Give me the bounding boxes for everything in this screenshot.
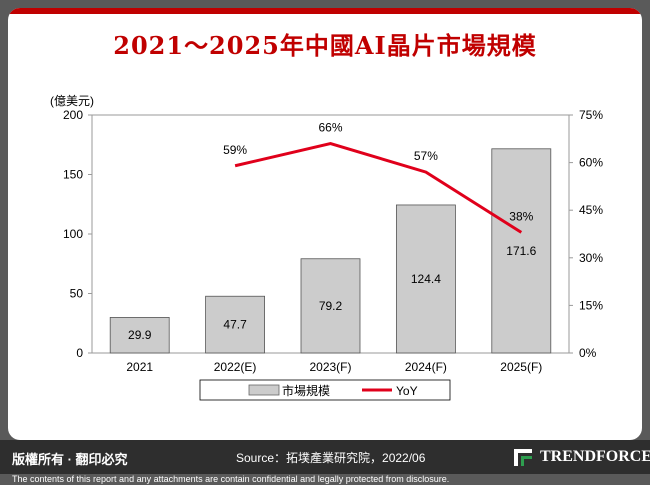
bar xyxy=(205,295,266,354)
yoy-value-label: 59% xyxy=(223,143,247,157)
y2-tick-label: 0% xyxy=(579,346,597,360)
logo-text: TRENDFORCE xyxy=(540,448,650,465)
legend-bar-swatch xyxy=(248,384,280,396)
y-tick-label: 100 xyxy=(63,227,83,241)
bar xyxy=(300,258,361,354)
x-tick-label: 2022(E) xyxy=(214,360,257,374)
yoy-value-label: 66% xyxy=(318,121,342,135)
y2-tick-label: 75% xyxy=(579,108,603,122)
bar-value-label: 47.7 xyxy=(223,318,247,332)
x-tick-label: 2024(F) xyxy=(405,360,447,374)
trendforce-logo: TRENDFORCE xyxy=(512,445,650,469)
y-axis-unit-label: (億美元) xyxy=(50,94,94,108)
x-tick-label: 2025(F) xyxy=(500,360,542,374)
bar-value-label: 124.4 xyxy=(411,272,441,286)
source-text: Source：拓墣產業研究院，2022/06 xyxy=(236,451,426,465)
bar-value-label: 79.2 xyxy=(319,299,343,313)
accent-bar xyxy=(8,8,642,14)
y-tick-label: 0 xyxy=(76,346,83,360)
yoy-line xyxy=(234,142,523,234)
market-size-chart: (億美元) 0 50 100 150 200 0% 15% 30% 45% 60% 75% 29.… xyxy=(50,94,603,401)
footer-bar: 版權所有 · 翻印必究 Source：拓墣產業研究院，2022/06 TREND… xyxy=(0,440,650,474)
y2-tick-label: 30% xyxy=(579,251,603,265)
bar-value-label: 29.9 xyxy=(128,328,152,342)
yoy-value-label: 38% xyxy=(509,209,533,223)
yoy-value-label: 57% xyxy=(414,149,438,163)
disclaimer-text: The contents of this report and any atta… xyxy=(12,474,450,484)
legend-bar-label: 市場規模 xyxy=(282,383,330,398)
slide-card: 2021～2025年中國AI晶片市場規模 (億美元) 0 50 100 150 200 … xyxy=(8,8,642,440)
bar xyxy=(491,148,552,354)
trendforce-logo-icon xyxy=(514,449,532,466)
y2-tick-label: 45% xyxy=(579,203,603,217)
bar xyxy=(395,204,456,354)
copyright-text: 版權所有 · 翻印必究 xyxy=(12,452,128,467)
y2-tick-label: 60% xyxy=(579,156,603,170)
bar-value-label: 171.6 xyxy=(506,244,536,258)
bar xyxy=(109,317,170,354)
x-tick-label: 2021 xyxy=(126,360,153,374)
y-tick-label: 200 xyxy=(63,108,83,122)
y2-tick-label: 15% xyxy=(579,298,603,312)
x-tick-label: 2023(F) xyxy=(309,360,351,374)
legend: 市場規模 YoY xyxy=(199,379,451,401)
legend-line-label: YoY xyxy=(396,384,418,398)
y-tick-label: 150 xyxy=(63,168,83,182)
page-title: 2021～2025年中國AI晶片市場規模 xyxy=(113,31,537,60)
y-tick-label: 50 xyxy=(70,287,84,301)
